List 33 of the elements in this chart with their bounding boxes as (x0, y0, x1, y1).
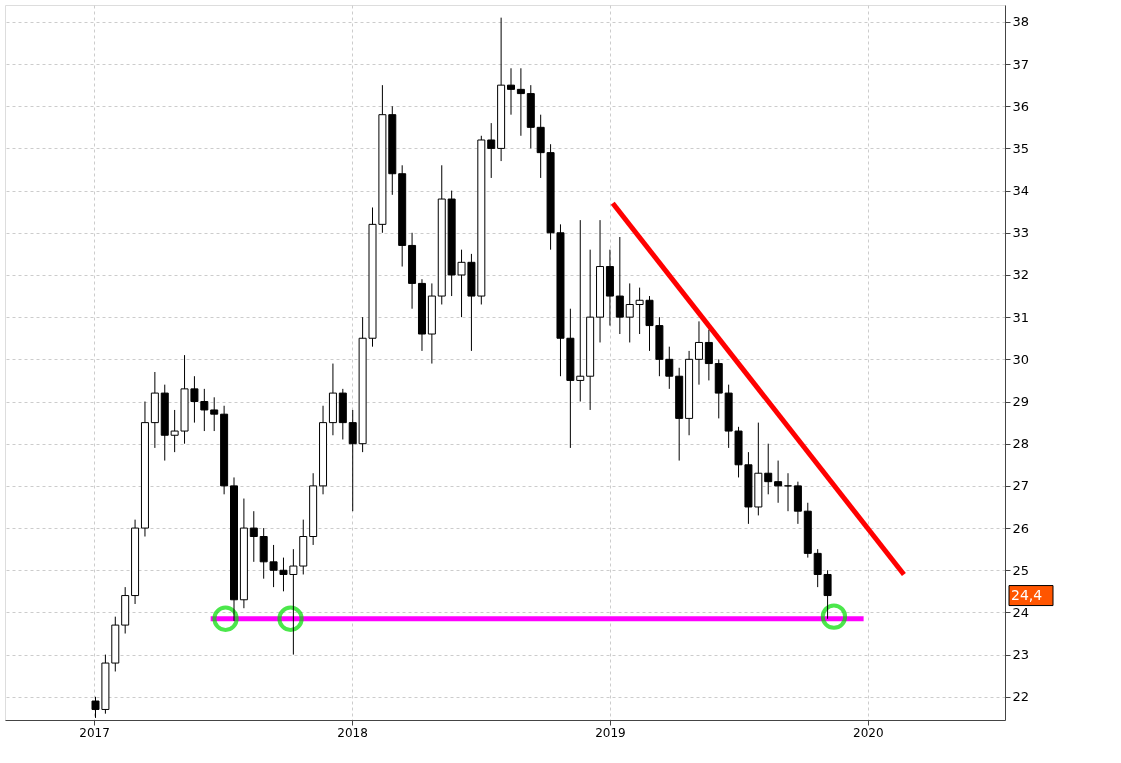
y-tick-label: 26 (1012, 520, 1030, 536)
x-tick-label: 2018 (337, 725, 368, 740)
candlestick (694, 320, 703, 386)
y-tick-label: 32 (1012, 267, 1030, 283)
y-tick-label: 35 (1012, 140, 1030, 156)
y-tick-label: 28 (1012, 436, 1030, 452)
x-tick-label: 2017 (79, 725, 110, 740)
y-tick-label: 36 (1012, 98, 1030, 114)
candlestick (764, 443, 773, 495)
y-tick-label: 33 (1012, 225, 1030, 241)
candlestick (774, 460, 783, 504)
y-tick-label: 27 (1012, 478, 1030, 494)
y-tick-label: 30 (1012, 351, 1030, 367)
candlestick (249, 510, 258, 563)
candlestick (704, 329, 713, 381)
candlestick (210, 396, 219, 432)
y-tick-label: 24 (1012, 604, 1030, 620)
y-tick-label: 37 (1012, 56, 1030, 72)
x-tick-label: 2019 (595, 725, 626, 740)
candlestick (516, 67, 525, 137)
y-tick-label: 22 (1012, 689, 1030, 705)
text: 24,4 (1011, 586, 1043, 603)
x-tick-label: 2020 (853, 725, 884, 740)
y-tick-label: 25 (1012, 562, 1030, 578)
y-tick-label: 31 (1012, 309, 1030, 325)
y-tick-label: 23 (1012, 647, 1030, 663)
y-tick-label: 29 (1012, 394, 1030, 410)
y-tick-label: 34 (1012, 183, 1030, 199)
candlestick (615, 236, 624, 335)
y-tick-label: 38 (1012, 14, 1030, 30)
candlestick (487, 122, 496, 179)
candlestick (507, 67, 516, 116)
candlestick (784, 472, 793, 512)
